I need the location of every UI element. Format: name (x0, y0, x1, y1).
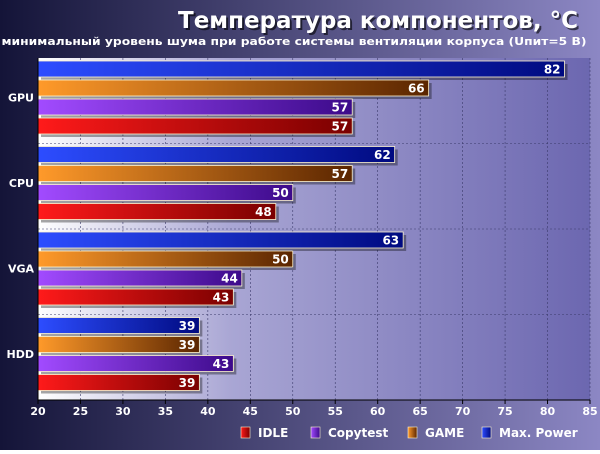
chart-title: Температура компонентов, °C (178, 8, 578, 34)
x-tick-label: 40 (200, 405, 216, 418)
axes: 20 25 30 35 40 45 50 55 60 65 70 75 80 85 GPU CPU VGA HDD (7, 58, 598, 418)
y-category-label: GPU (8, 92, 34, 105)
bar (37, 336, 200, 353)
x-tick-label: 25 (73, 405, 88, 418)
bar (37, 250, 294, 268)
bar-value-label: 39 (179, 319, 196, 333)
bar (37, 165, 353, 182)
bar-value-label: 48 (255, 205, 272, 219)
x-tick-label: 80 (540, 405, 556, 418)
legend-swatch (310, 426, 321, 439)
bar (37, 317, 200, 334)
x-tick-label: 35 (158, 405, 173, 418)
bar-value-label: 50 (272, 253, 289, 267)
x-tick-label: 50 (285, 405, 301, 418)
chart-subtitle: минимальный уровень шума при работе сист… (2, 35, 587, 48)
legend: IDLE Copytest GAME Max. Power (240, 426, 578, 440)
bar (37, 60, 565, 78)
legend-swatch (407, 426, 418, 439)
legend-label: Copytest (328, 426, 388, 440)
x-tick-label: 65 (412, 405, 427, 418)
y-category-label: CPU (9, 177, 34, 190)
bar-value-label: 39 (179, 376, 196, 390)
legend-label: Max. Power (499, 426, 578, 440)
chart-title: Температура компонентов, °C (180, 10, 580, 36)
x-tick-label: 45 (243, 405, 258, 418)
x-tick-label: 55 (328, 405, 343, 418)
bar (37, 288, 234, 306)
bar-value-label: 43 (213, 357, 230, 371)
legend-label: IDLE (258, 426, 288, 440)
bar (37, 374, 200, 391)
bar-value-label: 50 (272, 186, 289, 200)
bar (37, 269, 243, 287)
bar-value-label: 43 (213, 291, 230, 305)
bar (37, 203, 277, 220)
bar-value-label: 57 (332, 120, 349, 134)
x-tick-label: 30 (115, 405, 131, 418)
y-category-label: HDD (7, 348, 34, 361)
x-tick-label: 85 (582, 405, 597, 418)
bar (37, 184, 294, 201)
legend-label: GAME (425, 426, 464, 440)
x-tick-label: 75 (497, 405, 512, 418)
bar (37, 231, 404, 249)
bar-value-label: 66 (408, 82, 425, 96)
bar (37, 117, 353, 135)
x-tick-label: 20 (30, 405, 46, 418)
legend-swatch (240, 426, 251, 439)
y-category-label: VGA (8, 263, 35, 276)
bar-value-label: 62 (374, 148, 391, 162)
bar (37, 355, 234, 372)
bar-value-label: 82 (544, 63, 561, 77)
x-tick-label: 70 (455, 405, 471, 418)
x-tick-label: 60 (370, 405, 386, 418)
bar-value-label: 57 (332, 167, 349, 181)
legend-swatch (481, 426, 492, 439)
bar (37, 79, 430, 97)
bar (37, 98, 353, 116)
bar-value-label: 39 (179, 338, 196, 352)
bar-value-label: 44 (221, 272, 238, 286)
bar-value-label: 63 (382, 234, 399, 248)
bar-value-label: 57 (332, 101, 349, 115)
bar (37, 146, 396, 163)
